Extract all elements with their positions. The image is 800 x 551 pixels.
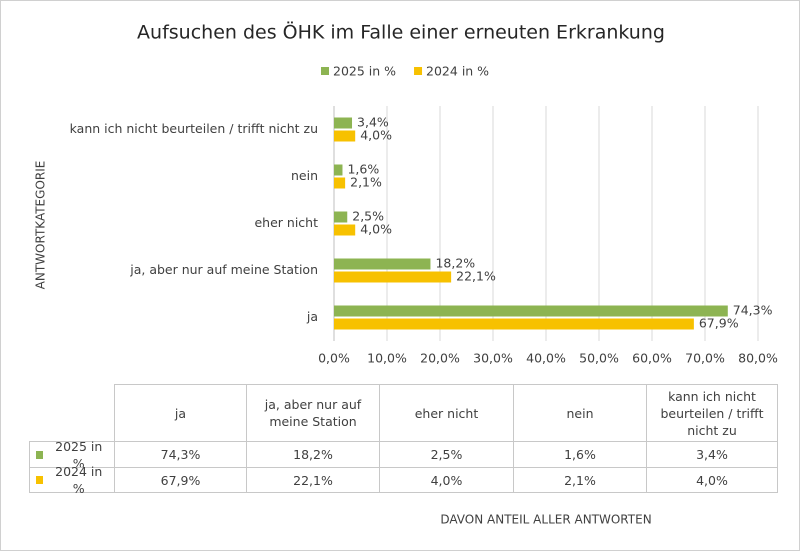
bar (334, 318, 694, 330)
x-axis-label: DAVON ANTEIL ALLER ANTWORTEN (440, 513, 651, 527)
table-header: eher nicht (379, 384, 513, 441)
y-tick-label: nein (291, 168, 318, 183)
data-label: 1,6% (347, 162, 379, 177)
table-row-header: 2024 in % (29, 464, 114, 496)
table-cell: 4,0% (379, 467, 513, 493)
y-axis-label: ANTWORTKATEGORIE (34, 161, 48, 290)
bar (334, 117, 353, 129)
y-tick-label: ja (306, 309, 318, 324)
x-tick-label: 30,0% (473, 351, 513, 366)
legend-swatch (321, 67, 329, 75)
legend-label: 2024 in % (426, 64, 489, 79)
table-cell: 4,0% (646, 467, 778, 493)
x-tick-label: 0,0% (318, 351, 350, 366)
table-header: ja, aber nur auf meine Station (246, 384, 379, 441)
table-swatch (36, 476, 44, 484)
y-tick-label: kann ich nicht beurteilen / trifft nicht… (70, 121, 318, 136)
x-tick-label: 20,0% (420, 351, 460, 366)
x-tick-label: 50,0% (579, 351, 619, 366)
x-tick-label: 10,0% (367, 351, 407, 366)
x-tick-label: 60,0% (632, 351, 672, 366)
table-cell: 67,9% (114, 467, 246, 493)
table-header: nein (513, 384, 646, 441)
bar (334, 130, 356, 142)
data-label: 67,9% (699, 316, 739, 331)
bar (334, 258, 431, 270)
data-label: 4,0% (360, 128, 392, 143)
table-row-header: 2025 in % (29, 439, 114, 471)
table-series-name: 2025 in % (55, 438, 103, 471)
table-cell: 2,1% (513, 467, 646, 493)
bar (334, 177, 346, 189)
table-cell: 3,4% (646, 441, 778, 467)
data-label: 3,4% (357, 115, 389, 130)
legend-label: 2025 in % (333, 64, 396, 79)
table-cell: 18,2% (246, 441, 379, 467)
bar (334, 211, 348, 223)
data-label: 2,1% (350, 175, 382, 190)
table-header: kann ich nicht beurteilen / trifft nicht… (646, 384, 778, 441)
chart-title: Aufsuchen des ÖHK im Falle einer erneute… (137, 21, 665, 44)
y-tick-label: eher nicht (254, 215, 318, 230)
bar (334, 305, 728, 317)
bar (334, 164, 343, 176)
bar (334, 271, 452, 283)
data-label: 2,5% (352, 209, 384, 224)
table-header: ja (114, 384, 246, 441)
bar (334, 224, 356, 236)
data-label: 18,2% (435, 256, 475, 271)
x-tick-label: 70,0% (685, 351, 725, 366)
table-cell: 22,1% (246, 467, 379, 493)
y-tick-label: ja, aber nur auf meine Station (129, 262, 318, 277)
x-tick-label: 40,0% (526, 351, 566, 366)
table-cell: 1,6% (513, 441, 646, 467)
table-series-name: 2024 in % (55, 464, 103, 496)
data-label: 22,1% (456, 269, 496, 284)
legend-swatch (414, 67, 423, 75)
table-cell: 74,3% (114, 441, 246, 467)
x-tick-label: 80,0% (738, 351, 778, 366)
table-swatch (36, 450, 44, 459)
table-cell: 2,5% (379, 441, 513, 467)
data-label: 4,0% (360, 222, 392, 237)
data-label: 74,3% (733, 303, 773, 318)
